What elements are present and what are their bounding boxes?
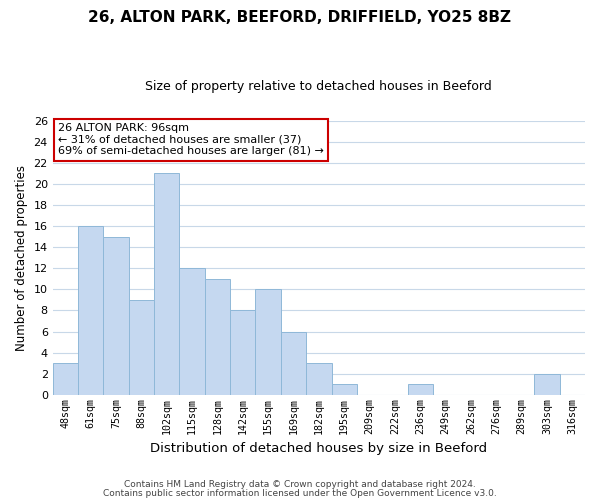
Bar	[332, 384, 357, 395]
Bar	[103, 236, 129, 395]
Bar	[78, 226, 103, 395]
X-axis label: Distribution of detached houses by size in Beeford: Distribution of detached houses by size …	[150, 442, 487, 455]
Bar	[205, 279, 230, 395]
Bar	[53, 363, 78, 395]
Bar	[129, 300, 154, 395]
Bar	[256, 290, 281, 395]
Bar	[407, 384, 433, 395]
Title: Size of property relative to detached houses in Beeford: Size of property relative to detached ho…	[145, 80, 492, 93]
Bar	[179, 268, 205, 395]
Text: Contains public sector information licensed under the Open Government Licence v3: Contains public sector information licen…	[103, 489, 497, 498]
Bar	[281, 332, 306, 395]
Bar	[230, 310, 256, 395]
Bar	[154, 174, 179, 395]
Text: 26 ALTON PARK: 96sqm
← 31% of detached houses are smaller (37)
69% of semi-detac: 26 ALTON PARK: 96sqm ← 31% of detached h…	[58, 124, 324, 156]
Text: Contains HM Land Registry data © Crown copyright and database right 2024.: Contains HM Land Registry data © Crown c…	[124, 480, 476, 489]
Text: 26, ALTON PARK, BEEFORD, DRIFFIELD, YO25 8BZ: 26, ALTON PARK, BEEFORD, DRIFFIELD, YO25…	[89, 10, 511, 25]
Bar	[306, 363, 332, 395]
Bar	[535, 374, 560, 395]
Y-axis label: Number of detached properties: Number of detached properties	[15, 164, 28, 350]
